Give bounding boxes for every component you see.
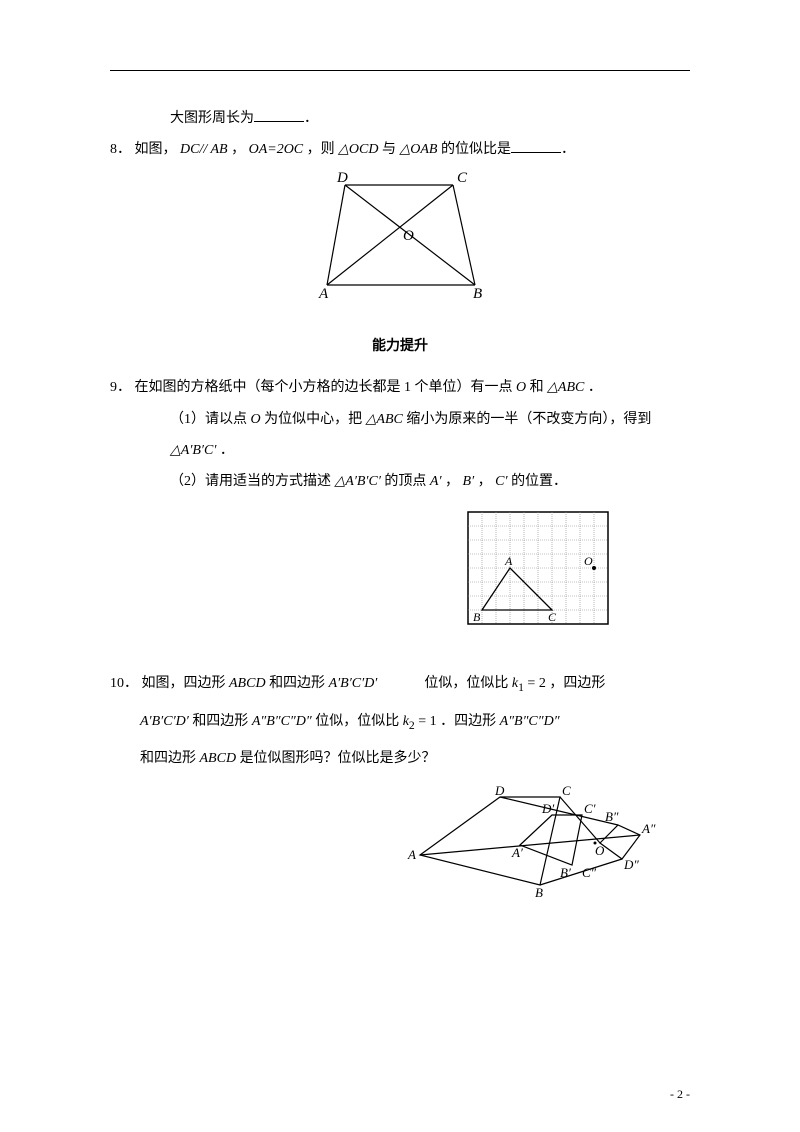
q10-eq1: = 2 (527, 676, 545, 691)
q9-Ap: A′ (430, 474, 442, 489)
q10-Bp: B′ (560, 865, 571, 880)
q10-App: A″ (641, 821, 656, 836)
q8-label-a: A (318, 286, 329, 300)
q7-blank (254, 108, 304, 122)
q10-Ap: A′ (511, 845, 523, 860)
q9-stem-a: 在如图的方格纸中（每个小方格的边长都是 1 个单位）有一点 (135, 380, 513, 395)
q9-p2: （2）请用适当的方式描述 △A′B′C′ 的顶点 A′ ， B′ ， C′ 的位… (110, 469, 690, 494)
q8-oaoc: OA=2OC (249, 142, 304, 157)
q10-l1c: 位似，位似比 (424, 676, 508, 691)
top-rule (110, 70, 690, 71)
q9-p1c: 缩小为原来的一半（不改变方向），得到 (406, 412, 651, 427)
q9-figure: A B C O (390, 504, 690, 639)
q10-app: A″B″C″D″ (252, 714, 312, 729)
q10-abcd2: ABCD (200, 751, 237, 766)
q8-p: ． (561, 142, 575, 157)
q8-dcab: DC// AB (180, 142, 228, 157)
q8-blank (511, 139, 561, 153)
q10-num: 10． (110, 676, 138, 691)
q9-num: 9． (110, 380, 131, 395)
q9-label-a: A (504, 554, 513, 568)
q8-oab: △OAB (399, 142, 437, 157)
q10-A: A (407, 847, 416, 862)
q8-svg: D C O A B (305, 170, 495, 300)
q10-eq2: = 1 (418, 714, 436, 729)
q10-C: C (562, 785, 571, 798)
q8-ocd: △OCD (338, 142, 378, 157)
q9-Bp: B′ (463, 474, 475, 489)
q10-O: O (595, 843, 605, 858)
q10-l1: 10． 如图，四边形 ABCD 和四边形 A′B′C′D′ 位似，位似比 k1 … (110, 669, 690, 700)
q10-Bpp: B″ (605, 809, 619, 824)
section-title: 能力提升 (110, 335, 690, 355)
q9-abc: △ABC (547, 380, 584, 395)
q10-l2: A′B′C′D′ 和四边形 A″B″C″D″ 位似，位似比 k2 = 1 ．四边… (110, 707, 690, 738)
q10-apbp: A′B′C′D′ (329, 676, 378, 691)
q8-c1: ， (231, 142, 245, 157)
q9-p1end: ． (220, 443, 234, 458)
q9-p1-abc: △ABC (366, 412, 403, 427)
q9-period: ． (588, 380, 602, 395)
q9-p1-O: O (251, 412, 261, 427)
page-number: - 2 - (670, 1087, 690, 1102)
q8-num: 8． (110, 142, 131, 157)
q9-p1: （1）请以点 O 为位似中心，把 △ABC 缩小为原来的一半（不改变方向），得到 (110, 407, 690, 432)
q9-O: O (516, 380, 526, 395)
q8-tail: 的位似比是 (441, 142, 511, 157)
q9-svg: A B C O (460, 504, 620, 634)
q9-p1b: 为位似中心，把 (264, 412, 362, 427)
q10-l3: 和四边形 ABCD 是位似图形吗？位似比是多少？ (110, 744, 690, 775)
q8-label-c: C (457, 170, 468, 186)
q7-fragment: 大图形周长为 ． (110, 106, 690, 131)
content: 大图形周长为 ． 8． 如图， DC// AB ， OA=2OC ，则 △OCD … (110, 70, 690, 910)
q9-p2-apbpcp: △A′B′C′ (335, 474, 381, 489)
q10-Cpp: C″ (582, 865, 597, 880)
q8-and: 与 (382, 142, 396, 157)
q10-l2b: 位似，位似比 (315, 714, 399, 729)
q9-p1a: （1）请以点 (170, 412, 247, 427)
q10-B: B (535, 885, 543, 900)
q10-Cp: C′ (584, 801, 596, 816)
q9-label-c: C (548, 610, 557, 624)
q9-p2c: 的位置． (511, 474, 567, 489)
q10-l3a: 和四边形 (140, 751, 196, 766)
q9-c1: ， (445, 474, 459, 489)
q8: 8． 如图， DC// AB ， OA=2OC ，则 △OCD 与 △OAB 的… (110, 137, 690, 162)
q9-p1b-line: △A′B′C′ ． (110, 438, 690, 463)
page: 大图形周长为 ． 8． 如图， DC// AB ， OA=2OC ，则 △OCD … (0, 0, 800, 1132)
q10-app2: A″B″C″D″ (500, 714, 560, 729)
q8-figure: D C O A B (110, 170, 690, 305)
q7-period: ． (304, 111, 318, 126)
q10-Dp: D′ (541, 801, 554, 816)
q9-label-b: B (473, 610, 481, 624)
q10-figure: D C A B D′ C′ A′ B′ B″ A″ C″ D″ O (370, 785, 690, 910)
q9-p2a: （2）请用适当的方式描述 (170, 474, 331, 489)
q8-label-b: B (473, 286, 482, 300)
q10-l1b: 和四边形 (269, 676, 325, 691)
q8-a: 如图， (135, 142, 177, 157)
q10-k2s: 2 (409, 718, 415, 731)
q10-l3b: 是位似图形吗？位似比是多少？ (240, 751, 436, 766)
q10-l2c: ．四边形 (440, 714, 496, 729)
q10-l1a: 如图，四边形 (142, 676, 226, 691)
q10-D: D (494, 785, 505, 798)
q10-apbp2: A′B′C′D′ (140, 714, 189, 729)
q9-p2b: 的顶点 (384, 474, 426, 489)
q10-abcd: ABCD (229, 676, 266, 691)
q7-text: 大图形周长为 (170, 111, 254, 126)
q9-label-o: O (584, 554, 593, 568)
q10-k1s: 1 (518, 681, 524, 694)
q9-Cp: C′ (495, 474, 507, 489)
q8-label-o: O (403, 228, 414, 244)
q8-c2: ，则 (307, 142, 335, 157)
q8-label-d: D (336, 170, 348, 186)
q10-l1d: ，四边形 (549, 676, 605, 691)
q9-and: 和 (530, 380, 544, 395)
q9-stem: 9． 在如图的方格纸中（每个小方格的边长都是 1 个单位）有一点 O 和 △AB… (110, 375, 690, 400)
q10-svg: D C A B D′ C′ A′ B′ B″ A″ C″ D″ O (400, 785, 660, 905)
q9-c2: ， (478, 474, 492, 489)
q10-l2a: 和四边形 (192, 714, 248, 729)
q10-Dpp: D″ (623, 857, 639, 872)
q9-apbpcp: △A′B′C′ (170, 443, 216, 458)
